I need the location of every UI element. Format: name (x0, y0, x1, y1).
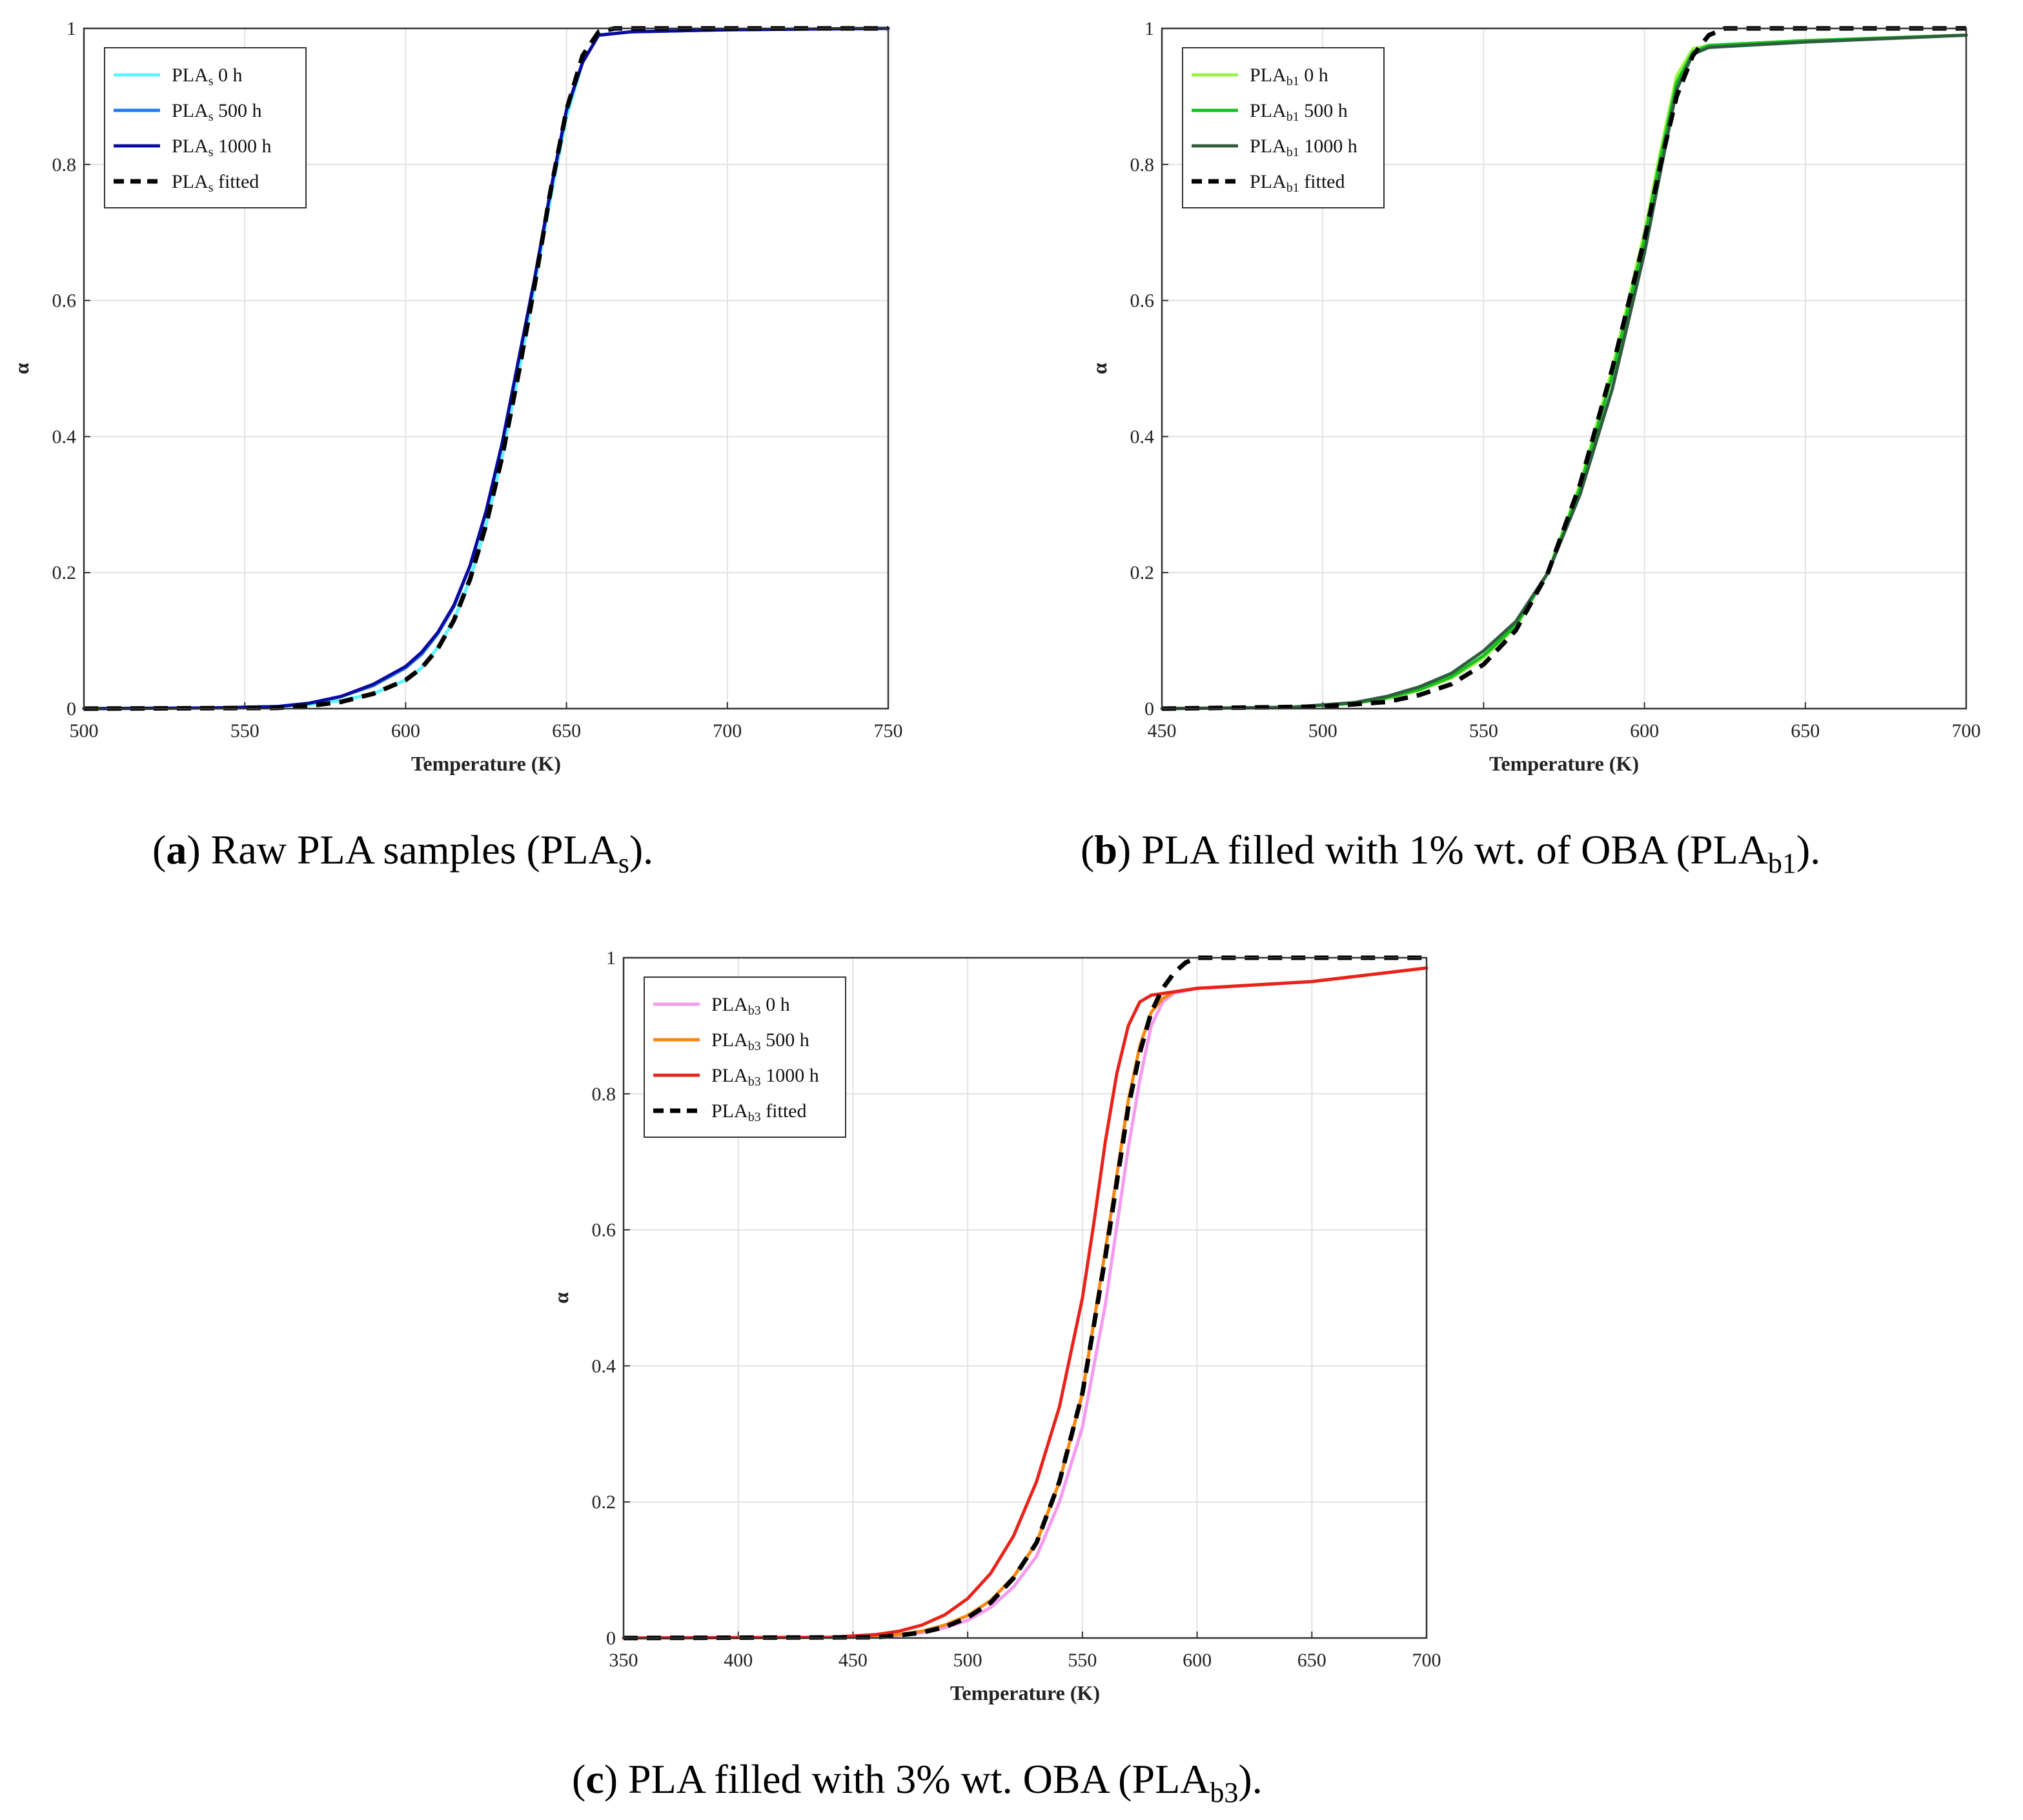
caption-b: (b) PLA filled with 1% wt. of OBA (PLAb1… (1081, 827, 1821, 879)
legend-entry: PLAb1 500 h (1250, 100, 1348, 124)
legend-entry: PLAb3 0 h (711, 994, 790, 1018)
y-tick-label: 0.4 (1130, 426, 1155, 447)
axes-box (83, 27, 890, 710)
legend-entry: PLAb1 fitted (1250, 171, 1345, 195)
legend-entry: PLAb3 fitted (711, 1100, 807, 1124)
x-tick-label: 700 (1952, 720, 1981, 742)
x-tick-label: 450 (839, 1650, 868, 1671)
chart-panel-a: 500 550 600 650 700 750 0 0.2 0.4 0.6 0.8 1 Temperat… (10, 18, 903, 775)
x-tick-label: 750 (874, 720, 903, 742)
x-tick-label: 700 (1412, 1650, 1441, 1671)
y-axis-label: α (1088, 363, 1111, 374)
chart-panel-b: 450 500 550 600 650 700 0 0.2 0.4 0.6 0.8 1 Temperat… (1088, 18, 1981, 775)
y-tick-label: 0 (1144, 698, 1154, 720)
y-tick-label: 0 (606, 1628, 616, 1649)
x-axis-label: Temperature (K) (950, 1681, 1100, 1704)
x-tick-label: 700 (713, 720, 742, 742)
y-tick-label: 0.8 (592, 1084, 616, 1105)
legend-entry: PLAs fitted (172, 171, 259, 195)
y-tick-label: 1 (66, 18, 76, 39)
series-line (82, 26, 890, 711)
x-tick-label: 550 (230, 720, 259, 742)
legend-entry: PLAs 500 h (172, 100, 261, 124)
axes-box (1161, 27, 1967, 710)
y-axis-label: α (549, 1292, 573, 1304)
x-tick-label: 650 (1297, 1650, 1327, 1671)
y-tick-label: 0.8 (1130, 154, 1155, 176)
legend-entry: PLAs 1000 h (172, 136, 271, 159)
x-axis-label: Temperature (K) (411, 752, 561, 775)
x-tick-label: 500 (953, 1650, 982, 1671)
legend-entry: PLAb3 1000 h (711, 1065, 819, 1089)
y-tick-label: 1 (1144, 18, 1154, 39)
axes-box (622, 956, 1428, 1639)
x-tick-label: 600 (1630, 720, 1659, 742)
legend-entry: PLAb1 1000 h (1250, 136, 1357, 159)
series-line (622, 966, 1428, 1640)
x-tick-label: 600 (391, 720, 420, 742)
y-tick-label: 0.6 (52, 290, 77, 312)
x-tick-label: 500 (1308, 720, 1337, 742)
x-tick-label: 450 (1148, 720, 1177, 742)
x-tick-label: 650 (1791, 720, 1820, 742)
x-axis-label: Temperature (K) (1489, 752, 1639, 775)
y-tick-label: 0.6 (592, 1220, 616, 1241)
y-axis-label: α (10, 363, 33, 374)
y-tick-label: 0.2 (52, 562, 77, 583)
y-tick-label: 0.8 (52, 154, 77, 176)
series-line (1161, 26, 1966, 711)
caption-a: (a) Raw PLA samples (PLAs). (152, 827, 654, 879)
legend-entry: PLAb3 500 h (711, 1029, 809, 1053)
series-line (83, 26, 888, 711)
series-line (623, 955, 1427, 1641)
legend-entry: PLAb1 0 h (1250, 65, 1328, 88)
x-tick-label: 550 (1068, 1650, 1097, 1671)
y-tick-label: 0.4 (52, 426, 77, 447)
y-tick-label: 0 (66, 698, 76, 720)
y-tick-label: 0.6 (1130, 290, 1155, 312)
y-tick-label: 0.2 (1130, 562, 1155, 583)
x-tick-label: 600 (1183, 1650, 1212, 1671)
caption-c: (c) PLA filled with 3% wt. OBA (PLAb3). (572, 1756, 1263, 1808)
x-tick-label: 400 (724, 1650, 753, 1671)
x-tick-label: 350 (609, 1650, 638, 1671)
x-tick-label: 650 (552, 720, 581, 742)
legend-entry: PLAs 0 h (172, 65, 242, 88)
y-tick-label: 1 (606, 947, 616, 969)
x-tick-label: 500 (70, 720, 99, 742)
y-tick-label: 0.2 (592, 1491, 616, 1513)
chart-panel-c: 350 400 450 500 550 600 650 700 0 0.2 0.4 0.6 0.8 1 Te… (549, 947, 1441, 1704)
x-tick-label: 550 (1469, 720, 1498, 742)
y-tick-label: 0.4 (592, 1355, 616, 1377)
